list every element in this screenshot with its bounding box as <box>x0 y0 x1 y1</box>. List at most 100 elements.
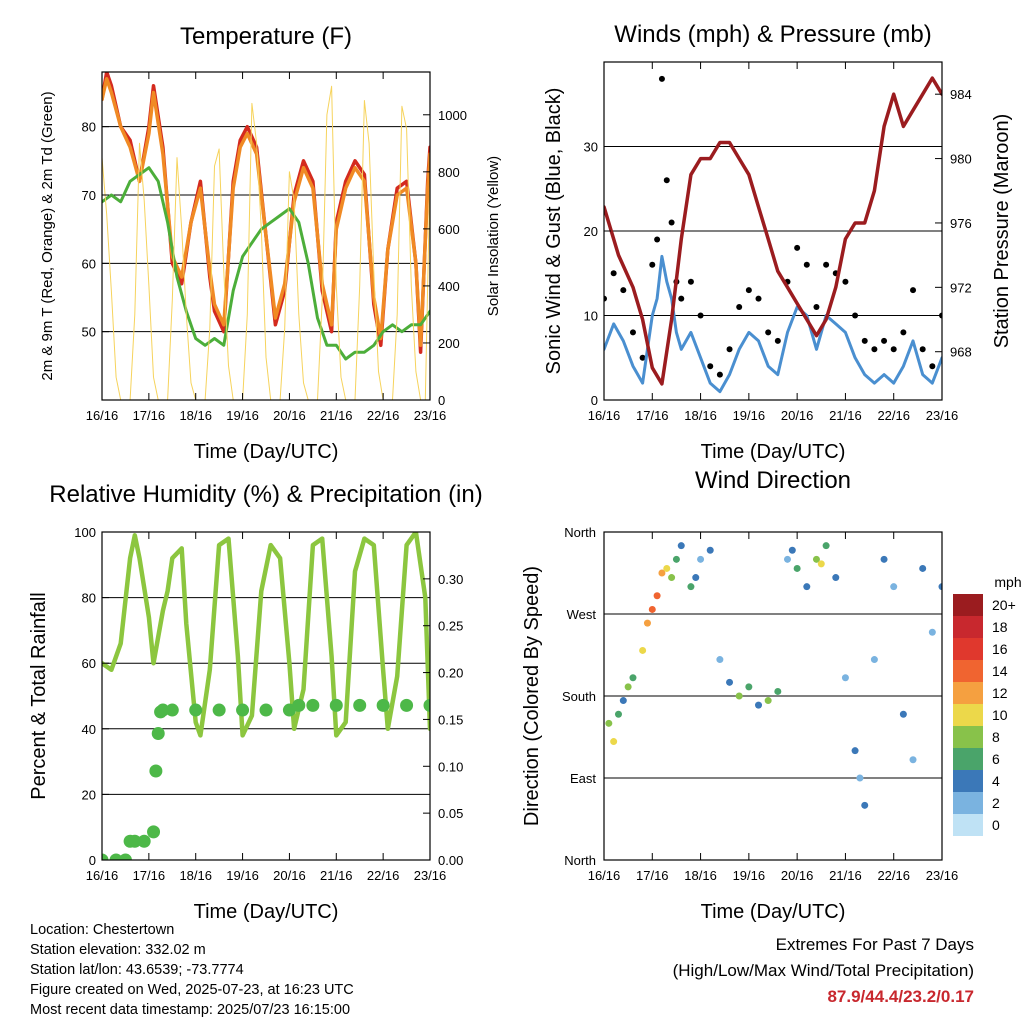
y-tick-right-label: 0.30 <box>438 572 463 587</box>
data-point <box>619 697 627 705</box>
chart-title: Wind Direction <box>695 467 851 494</box>
data-point <box>707 363 714 370</box>
data-point <box>851 747 859 755</box>
data-point <box>783 555 791 563</box>
series-gust <box>604 75 942 378</box>
legend-label: 12 <box>992 685 1008 701</box>
x-tick-label: 19/16 <box>733 868 766 883</box>
legend-label: 16 <box>992 641 1008 657</box>
y-tick-label: 80 <box>82 120 96 135</box>
y-tick-label: 40 <box>82 722 96 737</box>
legend-swatch <box>953 704 983 726</box>
data-point <box>610 738 618 746</box>
data-point <box>658 569 666 577</box>
data-point <box>687 583 695 591</box>
plot-area <box>102 532 430 860</box>
y-tick-label: 30 <box>584 140 598 155</box>
x-axis-label: Time (Day/UTC) <box>701 441 846 463</box>
x-tick-label: 23/16 <box>414 408 447 423</box>
panel-2: 16/16 17/16 18/16 19/16 20/16 21/16 22/16 23/16… <box>543 21 1013 463</box>
data-point <box>871 346 878 353</box>
data-point <box>128 834 142 848</box>
data-point <box>629 674 637 682</box>
plot-area <box>605 542 942 809</box>
y-tick-label: North <box>564 525 596 540</box>
data-point <box>745 683 753 691</box>
data-point <box>861 337 868 344</box>
data-point <box>900 329 907 336</box>
x-tick-label: 19/16 <box>226 408 259 423</box>
x-tick-label: 16/16 <box>86 408 119 423</box>
data-point <box>861 801 869 809</box>
data-point <box>716 371 723 378</box>
data-point <box>919 346 926 353</box>
y-tick-label: 100 <box>74 525 96 540</box>
data-point <box>400 698 414 712</box>
data-point <box>306 698 320 712</box>
y-tick-right-label: 400 <box>438 279 460 294</box>
x-axis-label: Time (Day/UTC) <box>194 901 339 923</box>
extremes-box: Extremes For Past 7 Days (High/Low/Max W… <box>673 932 974 1010</box>
speed-legend: mph 20+ 18 16 14 12 10 8 6 4 2 0 <box>953 574 1022 836</box>
data-point <box>668 574 676 582</box>
x-tick-label: 21/16 <box>829 868 862 883</box>
data-point <box>668 219 675 226</box>
series-total-rainfall <box>102 698 430 860</box>
data-point <box>745 287 752 294</box>
data-point <box>813 304 820 311</box>
legend-label: 4 <box>992 773 1000 789</box>
plot-area <box>102 72 430 400</box>
x-tick-label: 23/16 <box>414 868 447 883</box>
y-tick-label: 0 <box>89 853 96 868</box>
legend-label: 2 <box>992 795 1000 811</box>
data-point <box>610 270 617 277</box>
series-station-pressure-line <box>604 76 942 386</box>
data-point <box>149 764 163 778</box>
data-point <box>648 605 656 613</box>
data-point <box>692 574 700 582</box>
legend-swatch <box>953 814 983 836</box>
data-point <box>817 560 825 568</box>
data-point <box>677 542 685 550</box>
x-tick-label: 23/16 <box>926 868 959 883</box>
extremes-title: Extremes For Past 7 Days <box>775 935 974 954</box>
y-tick-label: 60 <box>82 656 96 671</box>
y-axis-label-right: Solar Insolation (Yellow) <box>485 156 502 316</box>
data-point <box>706 546 714 554</box>
data-point <box>376 698 390 712</box>
legend-label: 6 <box>992 751 1000 767</box>
y-tick-right-label: 800 <box>438 165 460 180</box>
data-point <box>653 592 661 600</box>
x-tick-label: 19/16 <box>226 868 259 883</box>
legend-swatch <box>953 748 983 770</box>
y-axis-label-right: Station Pressure (Maroon) <box>991 114 1013 349</box>
data-point <box>697 312 704 319</box>
data-point <box>812 555 820 563</box>
station-location: Location: Chestertown <box>30 922 175 938</box>
y-tick-label: 20 <box>82 787 96 802</box>
data-point <box>736 304 743 311</box>
y-tick-right-label: 976 <box>950 216 972 231</box>
y-tick-right-label: 0.15 <box>438 712 463 727</box>
x-tick-label: 20/16 <box>273 868 306 883</box>
data-point <box>735 692 743 700</box>
data-point <box>929 363 936 370</box>
data-point <box>639 646 647 654</box>
data-point <box>803 583 811 591</box>
data-point <box>881 337 888 344</box>
data-point <box>803 261 810 268</box>
panel-1: 16/16 17/16 18/16 19/16 20/16 21/16 22/16 23/16… <box>39 23 502 463</box>
y-tick-label: 0 <box>591 393 598 408</box>
data-point <box>423 698 430 712</box>
data-point <box>678 295 685 302</box>
y-tick-label: 20 <box>584 224 598 239</box>
y-tick-label: 50 <box>82 325 96 340</box>
data-point <box>793 564 801 572</box>
data-point <box>663 177 670 184</box>
legend-swatch <box>953 594 983 616</box>
data-point <box>624 683 632 691</box>
x-tick-label: 16/16 <box>86 868 119 883</box>
data-point <box>939 312 942 319</box>
x-tick-label: 18/16 <box>179 868 212 883</box>
extremes-values: 87.9/44.4/23.2/0.17 <box>827 987 974 1006</box>
